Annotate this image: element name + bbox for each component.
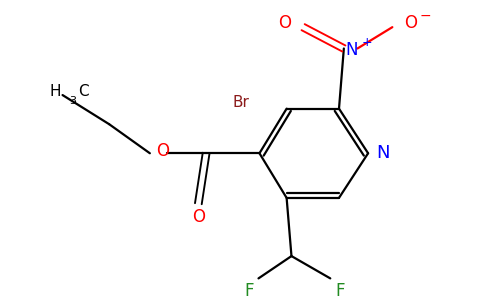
Text: N: N — [376, 144, 389, 162]
Text: N: N — [346, 41, 358, 59]
Text: 3: 3 — [69, 96, 76, 106]
Text: Br: Br — [233, 95, 250, 110]
Text: O: O — [278, 14, 291, 32]
Text: −: − — [420, 8, 431, 22]
Text: C: C — [78, 84, 89, 99]
Text: F: F — [244, 282, 254, 300]
Text: F: F — [335, 282, 345, 300]
Text: O: O — [192, 208, 205, 226]
Text: O: O — [156, 142, 169, 160]
Text: H: H — [49, 84, 60, 99]
Text: +: + — [362, 36, 372, 49]
Text: O: O — [404, 14, 417, 32]
